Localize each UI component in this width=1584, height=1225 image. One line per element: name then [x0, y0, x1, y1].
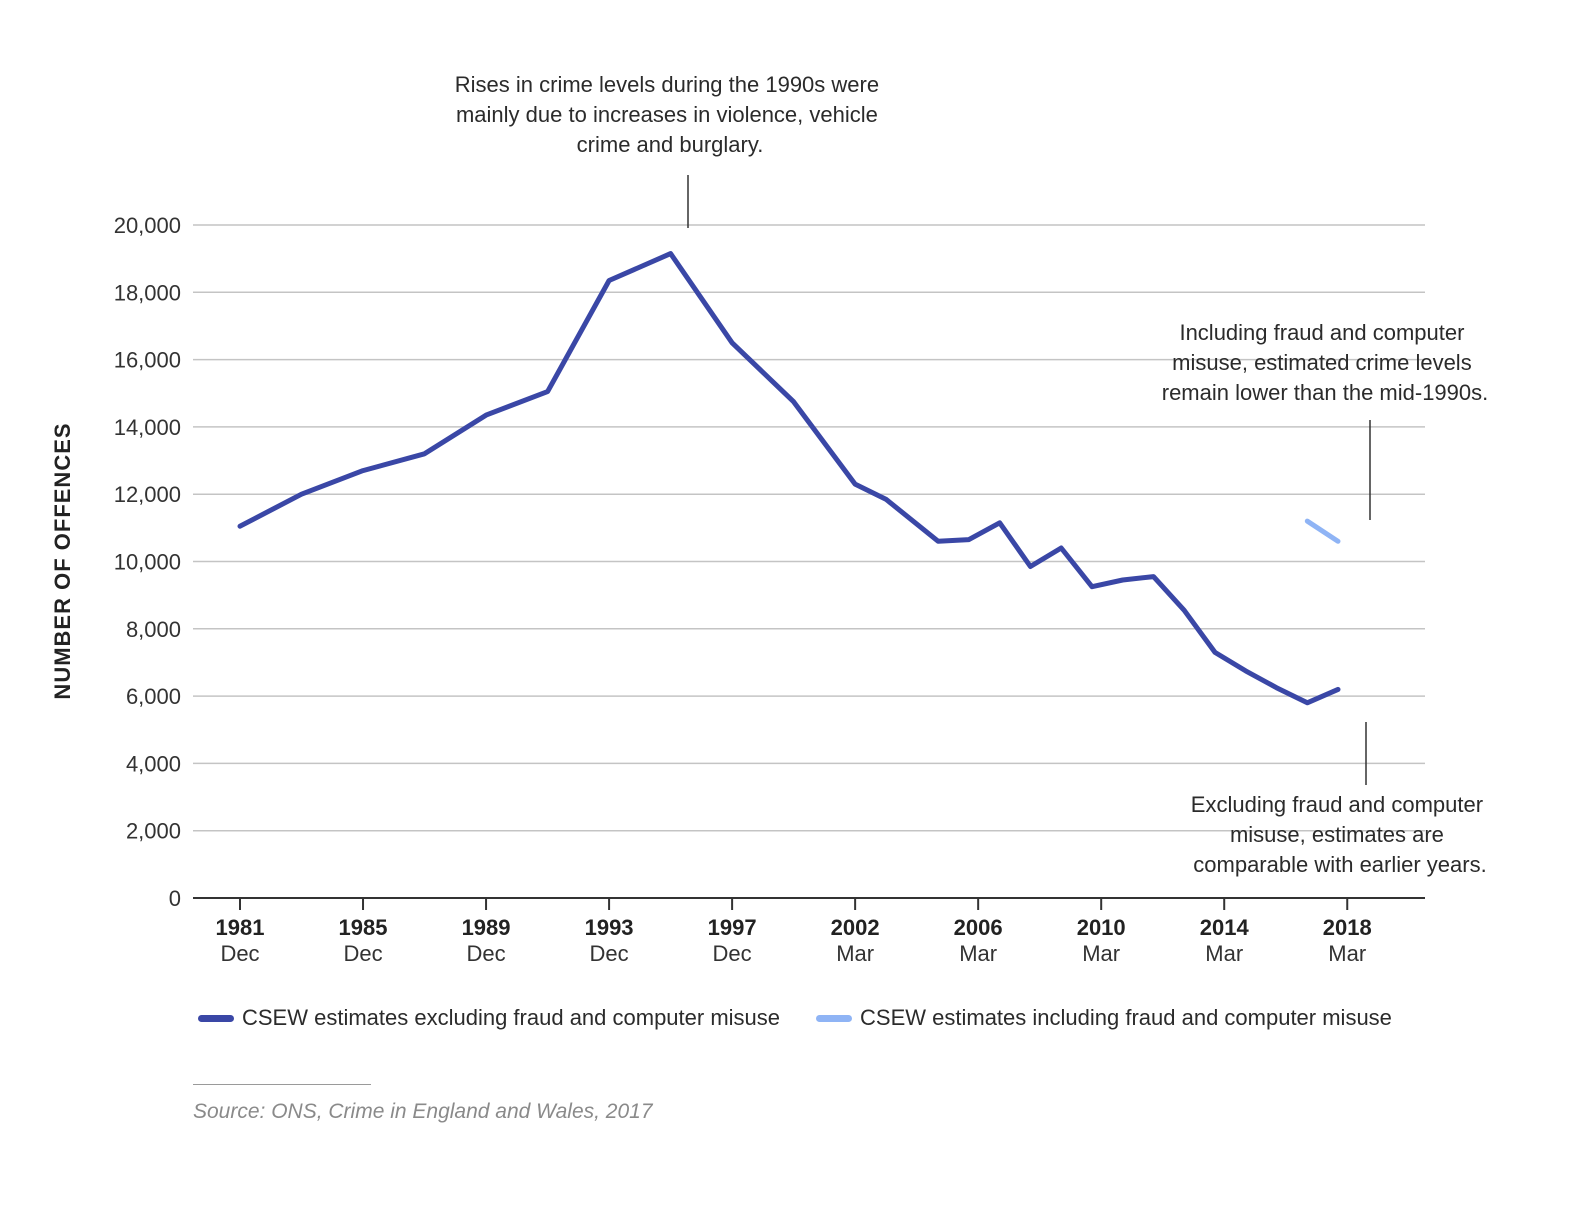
- legend-swatch-excluding: [198, 1014, 234, 1022]
- gridlines: [193, 224, 1425, 832]
- series-line-excluding-fraud: [237, 251, 1341, 706]
- x-tick-year: 1985: [339, 915, 388, 940]
- x-tick-period: Dec: [466, 941, 505, 966]
- annotation-1990s-line1: Rises in crime levels during the 1990s w…: [455, 72, 879, 97]
- x-tick-period: Mar: [836, 941, 874, 966]
- legend-swatch-including: [816, 1014, 853, 1022]
- y-axis-ticks: 0 2,000 4,000 6,000 8,000 10,000 12,000 14,000 1…: [114, 213, 181, 911]
- series-lines: [237, 251, 1341, 706]
- legend-item-including: CSEW estimates including fraud and compu…: [816, 1005, 1392, 1031]
- x-tick-period: Dec: [220, 941, 259, 966]
- y-tick-label: 10,000: [114, 550, 181, 575]
- legend-item-excluding: CSEW estimates excluding fraud and compu…: [198, 1005, 780, 1031]
- y-tick-label: 4,000: [126, 751, 181, 776]
- source-note: Source: ONS, Crime in England and Wales,…: [193, 1100, 653, 1123]
- annotation-excluding: Excluding fraud and computer misuse, est…: [1191, 792, 1489, 877]
- x-axis: 1981Dec1985Dec1989Dec1993Dec1997Dec2002M…: [193, 897, 1425, 966]
- x-tick-year: 1997: [708, 915, 757, 940]
- annotation-including-line2: misuse, estimated crime levels: [1172, 350, 1472, 375]
- x-tick-period: Dec: [713, 941, 752, 966]
- x-tick-period: Mar: [1205, 941, 1243, 966]
- y-tick-label: 18,000: [114, 280, 181, 305]
- annotations: Rises in crime levels during the 1990s w…: [455, 72, 1489, 877]
- annotation-excluding-line1: Excluding fraud and computer: [1191, 792, 1483, 817]
- y-tick-label: 6,000: [126, 684, 181, 709]
- y-tick-label: 8,000: [126, 617, 181, 642]
- x-tick-year: 1989: [462, 915, 511, 940]
- y-tick-label: 2,000: [126, 819, 181, 844]
- annotation-including: Including fraud and computer misuse, est…: [1162, 320, 1489, 405]
- x-tick-period: Mar: [959, 941, 997, 966]
- x-tick-period: Mar: [1328, 941, 1366, 966]
- y-tick-label: 16,000: [114, 348, 181, 373]
- y-tick-label: 14,000: [114, 415, 181, 440]
- x-tick-year: 2014: [1200, 915, 1250, 940]
- y-tick-label: 20,000: [114, 213, 181, 238]
- y-tick-label: 0: [169, 886, 181, 911]
- legend: CSEW estimates excluding fraud and compu…: [198, 1005, 1428, 1031]
- legend-label-excluding: CSEW estimates excluding fraud and compu…: [242, 1005, 781, 1030]
- y-tick-label: 12,000: [114, 482, 181, 507]
- y-axis-label: NUMBER OF OFFENCES: [50, 422, 75, 699]
- annotation-1990s: Rises in crime levels during the 1990s w…: [455, 72, 885, 157]
- annotation-excluding-line3: comparable with earlier years.: [1193, 852, 1486, 877]
- x-tick-year: 1993: [585, 915, 634, 940]
- x-tick-year: 1981: [216, 915, 265, 940]
- annotation-including-line1: Including fraud and computer: [1179, 320, 1464, 345]
- series-line-including-fraud: [1304, 518, 1341, 544]
- x-tick-year: 2006: [954, 915, 1003, 940]
- source-divider: [193, 1084, 371, 1085]
- x-tick-period: Dec: [590, 941, 629, 966]
- x-tick-period: Mar: [1082, 941, 1120, 966]
- x-tick-year: 2002: [831, 915, 880, 940]
- annotation-including-line3: remain lower than the mid-1990s.: [1162, 380, 1489, 405]
- x-tick-period: Dec: [343, 941, 382, 966]
- annotation-1990s-line3: crime and burglary.: [577, 132, 764, 157]
- x-tick-year: 2018: [1323, 915, 1372, 940]
- annotation-excluding-line2: misuse, estimates are: [1230, 822, 1444, 847]
- x-tick-year: 2010: [1077, 915, 1126, 940]
- legend-label-including: CSEW estimates including fraud and compu…: [860, 1005, 1392, 1030]
- annotation-1990s-line2: mainly due to increases in violence, veh…: [456, 102, 878, 127]
